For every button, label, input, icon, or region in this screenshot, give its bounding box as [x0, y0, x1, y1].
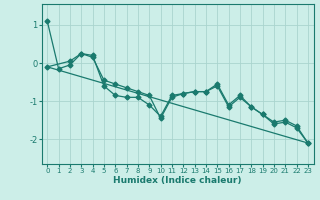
X-axis label: Humidex (Indice chaleur): Humidex (Indice chaleur) [113, 176, 242, 185]
